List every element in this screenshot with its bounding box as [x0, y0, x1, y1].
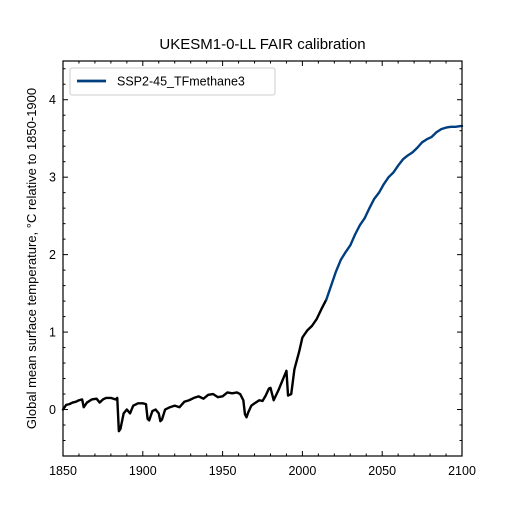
- series-line-0: [61, 298, 328, 433]
- x-tick-label-0: 1850: [49, 464, 77, 478]
- legend-label: SSP2-45_TFmethane3: [117, 75, 245, 89]
- ticks-layer: [62, 61, 463, 456]
- x-tick-label-3: 2000: [288, 464, 316, 478]
- y-tick-label-4: 4: [49, 93, 56, 107]
- y-tick-label-1: 1: [49, 326, 56, 340]
- series-line-1: [325, 124, 464, 301]
- plot-frame: [62, 60, 463, 457]
- y-tick-label-2: 2: [49, 248, 56, 262]
- chart-title: UKESM1-0-LL FAIR calibration: [159, 36, 365, 53]
- series-layer: [61, 124, 464, 433]
- legend: SSP2-45_TFmethane3: [69, 67, 276, 96]
- x-tick-label-2: 1950: [209, 464, 237, 478]
- x-tick-label-5: 2100: [448, 464, 476, 478]
- legend-box: [69, 67, 276, 96]
- y-tick-label-0: 0: [49, 403, 56, 417]
- x-tick-label-4: 2050: [368, 464, 396, 478]
- tick-labels-layer: 1850 1900 1950 2000 2050 2100 0 1 2 3 4: [49, 93, 476, 478]
- plot-background: [63, 61, 462, 456]
- y-axis-label: Global mean surface temperature, °C rela…: [24, 88, 39, 429]
- x-tick-label-1: 1900: [129, 464, 157, 478]
- plot-area: [61, 60, 464, 457]
- y-tick-label-3: 3: [49, 171, 56, 185]
